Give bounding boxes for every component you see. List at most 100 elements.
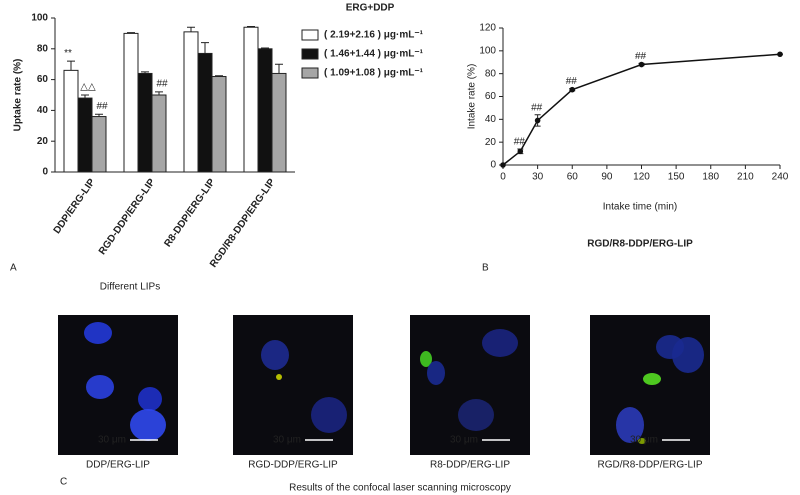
x-tick-label: 120 xyxy=(633,172,650,183)
panel-label: A xyxy=(10,263,17,274)
point xyxy=(638,61,645,68)
bar xyxy=(91,116,107,173)
annotation: ## xyxy=(514,137,526,148)
cell xyxy=(427,361,445,385)
x-tick-label: 240 xyxy=(772,172,789,183)
bar xyxy=(211,76,227,173)
annotation: ## xyxy=(566,76,578,87)
micrograph: 30 μm xyxy=(590,315,710,455)
y-tick-label: 60 xyxy=(485,91,497,102)
y-axis-label: Intake rate (%) xyxy=(467,64,478,130)
line xyxy=(502,53,781,166)
annotation: ## xyxy=(96,101,108,112)
legend-swatch xyxy=(301,48,319,60)
micrograph: 30 μm xyxy=(410,315,530,455)
cell xyxy=(261,340,289,370)
cell xyxy=(672,337,704,373)
error-bar xyxy=(81,94,89,99)
cell xyxy=(616,407,644,443)
x-tick-label: DDP/ERG-LIP xyxy=(52,177,98,236)
bar xyxy=(123,32,139,173)
error-bar xyxy=(247,25,255,28)
annotation: ## xyxy=(635,51,647,62)
x-tick-label: 180 xyxy=(702,172,719,183)
x-tick-label: R8-DDP/ERG-LIP xyxy=(162,177,217,250)
error-bar xyxy=(187,26,195,32)
y-tick-label: 0 xyxy=(490,160,496,171)
scale-bar-label: 30 μm xyxy=(630,435,658,446)
micrograph-caption: DDP/ERG-LIP xyxy=(86,460,150,471)
point xyxy=(569,86,576,93)
y-tick-label: 80 xyxy=(37,43,49,54)
micrograph-caption: RGD-DDP/ERG-LIP xyxy=(248,460,338,471)
bar xyxy=(77,97,93,173)
cell xyxy=(84,322,112,344)
annotation: ** xyxy=(64,48,72,59)
x-axis-label: Different LIPs xyxy=(100,282,160,293)
error-bar xyxy=(95,113,103,117)
legend-title: ERG+DDP xyxy=(346,3,395,14)
cell xyxy=(643,373,661,385)
bar xyxy=(197,52,213,173)
point xyxy=(777,51,783,58)
y-tick-label: 20 xyxy=(485,137,497,148)
bar xyxy=(137,72,153,173)
x-tick-label: 150 xyxy=(668,172,685,183)
cell xyxy=(638,438,646,444)
bar xyxy=(271,72,287,173)
bar xyxy=(243,26,259,173)
x-tick-label: 30 xyxy=(532,172,544,183)
x-tick-label: 90 xyxy=(601,172,613,183)
y-tick-label: 60 xyxy=(37,74,49,85)
point xyxy=(500,162,506,168)
legend-label: ( 1.09+1.08 ) μg·mL⁻¹ xyxy=(324,68,424,79)
error-bar xyxy=(215,75,223,77)
y-tick-label: 0 xyxy=(42,167,48,178)
y-tick-label: 120 xyxy=(479,23,496,34)
x-tick-label: RGD/R8-DDP/ERG-LIP xyxy=(208,177,278,270)
micrograph-caption: RGD/R8-DDP/ERG-LIP xyxy=(597,460,702,471)
legend-swatch xyxy=(301,29,319,41)
annotation: ## xyxy=(156,79,168,90)
error-bar xyxy=(275,63,283,74)
x-tick-label: 210 xyxy=(737,172,754,183)
annotation: △△ xyxy=(80,82,96,93)
legend-label: ( 1.46+1.44 ) μg·mL⁻¹ xyxy=(324,49,424,60)
x-axis-label: Intake time (min) xyxy=(603,202,677,213)
bar xyxy=(183,31,199,173)
micrograph-caption: R8-DDP/ERG-LIP xyxy=(430,460,510,471)
micrograph: 30 μm xyxy=(233,315,353,455)
error-bar xyxy=(67,60,75,71)
cell xyxy=(138,387,162,411)
bar xyxy=(151,94,167,173)
panel-label: B xyxy=(482,263,489,274)
cell xyxy=(458,399,494,431)
error-bar xyxy=(201,42,209,54)
legend-swatch xyxy=(301,67,319,79)
bar xyxy=(63,69,79,173)
microscopy-title: Results of the confocal laser scanning m… xyxy=(289,483,511,494)
cell xyxy=(482,329,518,357)
y-tick-label: 100 xyxy=(31,13,48,24)
panel-label: C xyxy=(60,477,67,488)
chart-title: RGD/R8-DDP/ERG-LIP xyxy=(587,239,693,250)
y-tick-label: 80 xyxy=(485,68,497,79)
y-tick-label: 100 xyxy=(479,45,496,56)
y-tick-label: 40 xyxy=(37,105,49,116)
y-axis-label: Uptake rate (%) xyxy=(13,59,24,132)
scale-bar-label: 30 μm xyxy=(98,435,126,446)
error-bar xyxy=(155,91,163,95)
x-tick-label: 0 xyxy=(500,172,506,183)
error-bar xyxy=(127,32,135,34)
point xyxy=(517,148,524,155)
cell xyxy=(86,375,114,399)
cell xyxy=(276,374,282,380)
cell xyxy=(311,397,347,433)
y-tick-label: 20 xyxy=(37,136,49,147)
scale-bar-label: 30 μm xyxy=(273,435,301,446)
legend-label: ( 2.19+2.16 ) μg·mL⁻¹ xyxy=(324,30,424,41)
point xyxy=(534,117,541,124)
micrograph: 30 μm xyxy=(58,315,178,455)
cell xyxy=(420,351,432,367)
